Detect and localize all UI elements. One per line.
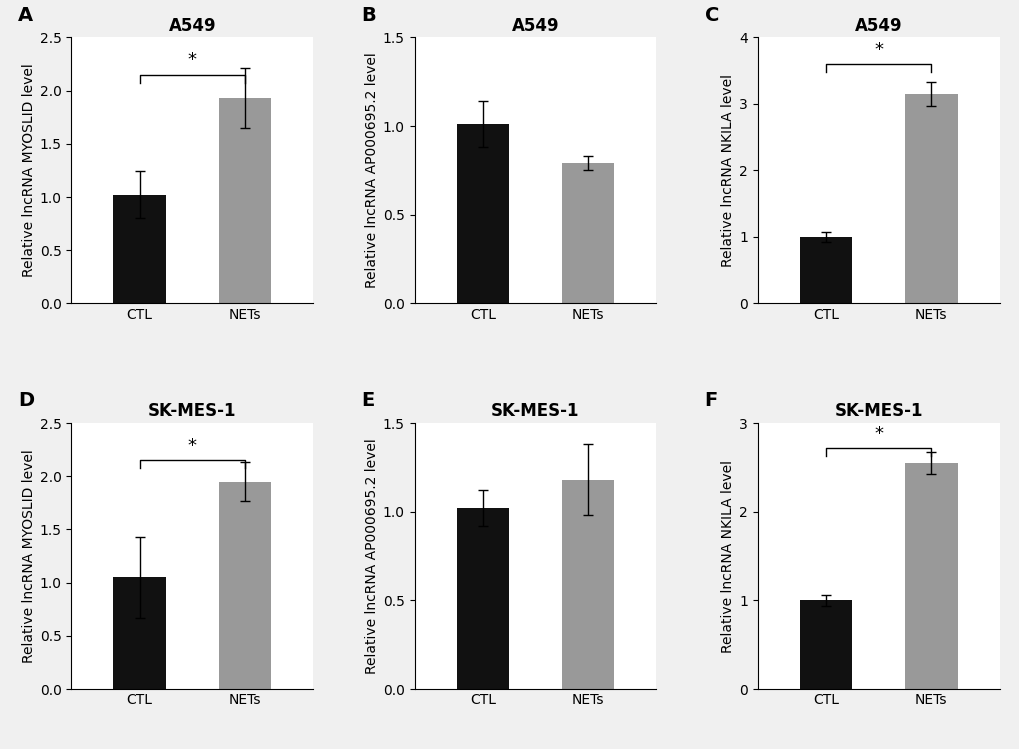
Title: A549: A549	[854, 16, 902, 34]
Title: A549: A549	[512, 16, 558, 34]
Title: SK-MES-1: SK-MES-1	[148, 402, 236, 420]
Text: *: *	[873, 40, 882, 58]
Y-axis label: Relative lncRNA NKILA level: Relative lncRNA NKILA level	[720, 74, 735, 267]
Text: C: C	[704, 5, 718, 25]
Text: A: A	[18, 5, 34, 25]
Bar	[113, 577, 166, 689]
Title: A549: A549	[168, 16, 216, 34]
Bar	[561, 163, 613, 303]
Bar	[904, 463, 957, 689]
Title: SK-MES-1: SK-MES-1	[834, 402, 922, 420]
Text: E: E	[361, 391, 374, 410]
Bar	[904, 94, 957, 303]
Text: *: *	[187, 437, 197, 455]
Y-axis label: Relative lncRNA MYOSLID level: Relative lncRNA MYOSLID level	[21, 64, 36, 277]
Title: SK-MES-1: SK-MES-1	[491, 402, 579, 420]
Y-axis label: Relative lncRNA MYOSLID level: Relative lncRNA MYOSLID level	[21, 449, 36, 663]
Bar	[457, 509, 508, 689]
Bar	[457, 124, 508, 303]
Y-axis label: Relative lncRNA NKILA level: Relative lncRNA NKILA level	[720, 460, 735, 652]
Bar	[799, 237, 852, 303]
Y-axis label: Relative lncRNA AP000695.2 level: Relative lncRNA AP000695.2 level	[365, 438, 378, 674]
Bar	[561, 480, 613, 689]
Text: B: B	[361, 5, 376, 25]
Text: *: *	[873, 425, 882, 443]
Text: *: *	[187, 52, 197, 70]
Bar	[799, 601, 852, 689]
Bar	[218, 482, 271, 689]
Bar	[218, 98, 271, 303]
Text: D: D	[18, 391, 35, 410]
Bar	[113, 195, 166, 303]
Y-axis label: Relative lncRNA AP000695.2 level: Relative lncRNA AP000695.2 level	[365, 52, 378, 288]
Text: F: F	[704, 391, 717, 410]
